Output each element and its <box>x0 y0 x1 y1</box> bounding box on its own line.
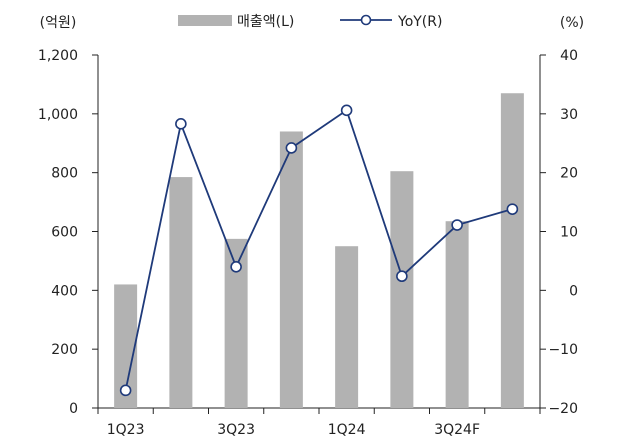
yoy-point <box>340 104 353 117</box>
yoy-point <box>175 118 187 130</box>
x-tick-label: 3Q23 <box>217 422 255 438</box>
left-tick-label: 1,000 <box>38 107 78 123</box>
legend-bar-swatch <box>178 15 232 26</box>
right-tick-label: 30 <box>560 107 578 123</box>
left-tick-label: 0 <box>69 401 78 417</box>
left-axis-unit: (억원) <box>40 15 77 31</box>
x-tick-label: 1Q24 <box>328 422 366 438</box>
legend-bar-label: 매출액(L) <box>237 14 294 30</box>
bar-series <box>114 93 524 408</box>
bar <box>390 171 414 408</box>
legend-line-label: YoY(R) <box>397 14 442 30</box>
x-axis-ticks: 1Q23 3Q23 1Q24 3Q24F <box>97 408 541 438</box>
yoy-point <box>451 219 463 231</box>
bar <box>114 284 138 408</box>
bar <box>169 177 193 408</box>
right-tick-label: −20 <box>548 401 578 417</box>
x-tick-label: 3Q24F <box>434 422 480 438</box>
yoy-line <box>124 108 513 391</box>
right-tick-label: 0 <box>569 283 578 299</box>
legend: 매출액(L) YoY(R) <box>178 14 442 30</box>
left-tick-label: 600 <box>51 225 78 241</box>
right-tick-label: −10 <box>548 342 578 358</box>
left-tick-label: 200 <box>51 342 78 358</box>
right-axis-unit: (%) <box>560 15 584 31</box>
yoy-point <box>285 142 298 154</box>
bar <box>224 238 248 408</box>
yoy-point <box>230 260 242 273</box>
left-tick-label: 800 <box>51 166 78 182</box>
yoy-point <box>396 270 408 283</box>
bar <box>335 246 359 408</box>
right-axis-ticks: −20 −10 0 10 20 30 40 <box>540 48 578 417</box>
bar <box>500 93 524 408</box>
bar <box>279 131 303 408</box>
x-tick-label: 1Q23 <box>107 422 145 438</box>
line-series <box>119 104 519 397</box>
left-axis-ticks: 0 200 400 600 800 1,000 1,200 <box>38 48 98 417</box>
right-tick-label: 10 <box>560 225 578 241</box>
right-tick-label: 40 <box>560 48 578 64</box>
left-tick-label: 400 <box>51 283 78 299</box>
legend-line-marker <box>360 14 372 26</box>
yoy-point <box>119 384 132 397</box>
left-tick-label: 1,200 <box>38 48 78 64</box>
bar <box>445 221 469 408</box>
right-tick-label: 20 <box>560 166 578 182</box>
yoy-point <box>506 203 519 215</box>
